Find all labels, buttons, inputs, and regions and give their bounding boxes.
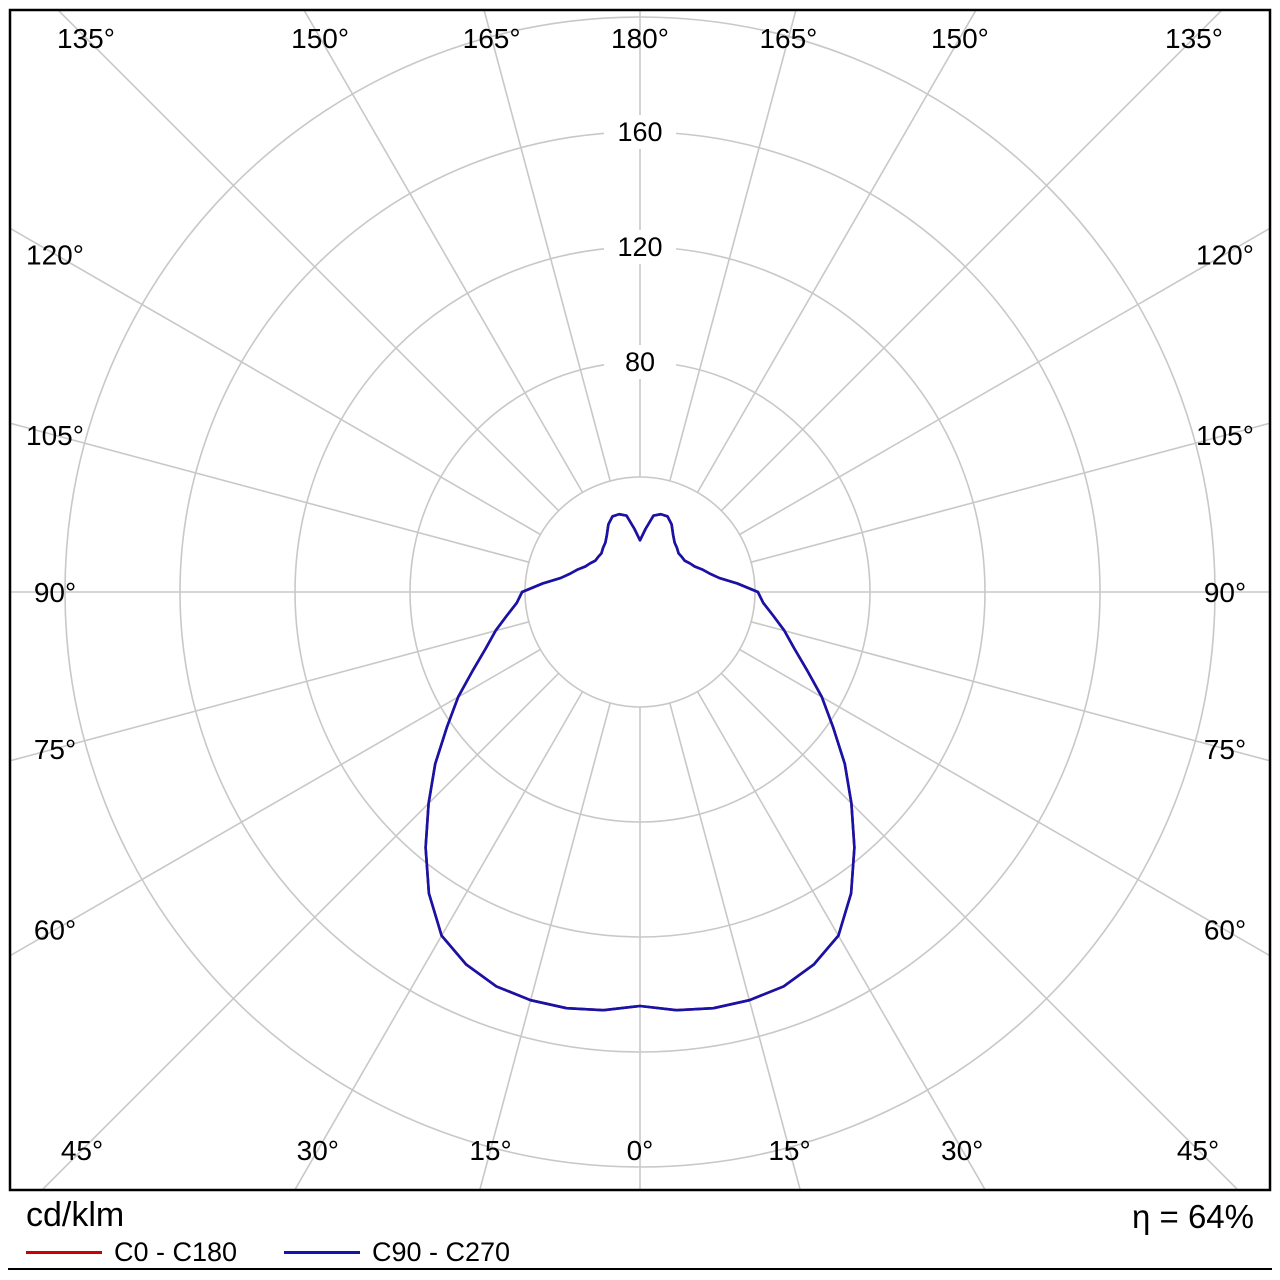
polar-grid xyxy=(10,10,1270,1190)
units-label: cd/klm xyxy=(26,1196,125,1234)
angle-label: 75° xyxy=(1204,734,1246,765)
legend-line-blue-icon xyxy=(284,1250,360,1254)
angle-label: 90° xyxy=(1204,577,1246,608)
legend-line-red-icon xyxy=(26,1250,102,1254)
angle-label: 105° xyxy=(1196,420,1254,451)
angle-label: 45° xyxy=(1177,1135,1219,1166)
angle-label: 120° xyxy=(26,239,84,270)
grid-spoke xyxy=(720,10,1224,512)
grid-ring xyxy=(524,476,756,708)
ring-label: 120 xyxy=(617,232,662,262)
angle-label: 180° xyxy=(611,23,669,54)
legend-label-c0-c180: C0 - C180 xyxy=(114,1236,238,1267)
grid-spoke xyxy=(293,691,584,1190)
polar-chart: 80 120 160 0° 15° 15° 30° 30° 45° 45° 60° 60° 75° 75°… xyxy=(8,8,1272,1192)
grid-spoke xyxy=(40,672,560,1190)
angle-label: 30° xyxy=(941,1135,983,1166)
grid-spoke xyxy=(739,648,1270,957)
angle-label: 90° xyxy=(34,577,76,608)
angle-label: 105° xyxy=(26,420,84,451)
grid-spoke xyxy=(750,621,1270,762)
angle-label: 60° xyxy=(34,915,76,946)
angle-labels: 0° 15° 15° 30° 30° 45° 45° 60° 60° 75° 75° 90° 90° 10… xyxy=(26,23,1254,1166)
angle-label: 60° xyxy=(1204,915,1246,946)
grid-spoke xyxy=(669,10,797,482)
grid-spoke xyxy=(750,422,1270,563)
angle-label: 150° xyxy=(291,23,349,54)
ring-label-mask xyxy=(604,345,676,379)
angle-label: 165° xyxy=(463,23,521,54)
angle-label: 30° xyxy=(297,1135,339,1166)
angle-label: 135° xyxy=(1165,23,1223,54)
grid-spoke xyxy=(10,422,530,563)
angle-label: 135° xyxy=(57,23,115,54)
ring-labels: 80 120 160 xyxy=(604,115,676,379)
chart-frame xyxy=(8,8,1272,1192)
grid-spoke xyxy=(10,227,541,536)
angle-label: 165° xyxy=(759,23,817,54)
grid-spoke xyxy=(696,691,987,1190)
grid-spoke xyxy=(739,227,1270,536)
grid-spoke xyxy=(478,702,611,1190)
grid-spoke xyxy=(56,10,560,512)
angle-label: 120° xyxy=(1196,239,1254,270)
bottom-divider xyxy=(8,1268,1272,1270)
grid-spoke xyxy=(10,648,541,957)
legend-item-c90-c270: C90 - C270 xyxy=(284,1236,510,1268)
angle-label: 150° xyxy=(931,23,989,54)
angle-label: 0° xyxy=(627,1135,654,1166)
angle-label: 45° xyxy=(61,1135,103,1166)
grid-spoke xyxy=(696,10,977,493)
ring-label-mask xyxy=(604,230,676,264)
ring-label: 160 xyxy=(617,117,662,147)
angle-label: 15° xyxy=(469,1135,511,1166)
ring-label-mask xyxy=(604,115,676,149)
grid-spoke xyxy=(10,621,530,762)
angle-label: 15° xyxy=(768,1135,810,1166)
grid-spoke xyxy=(303,10,584,493)
intensity-curve-1 xyxy=(424,512,856,1012)
grid-spoke xyxy=(483,10,611,482)
angle-label: 75° xyxy=(34,734,76,765)
grid-spoke xyxy=(669,702,802,1190)
grid-spoke xyxy=(720,672,1240,1190)
legend-label-c90-c270: C90 - C270 xyxy=(372,1236,511,1267)
efficiency-label: η = 64% xyxy=(1131,1198,1254,1235)
legend-item-c0-c180: C0 - C180 xyxy=(26,1236,237,1268)
ring-label: 80 xyxy=(625,347,655,377)
